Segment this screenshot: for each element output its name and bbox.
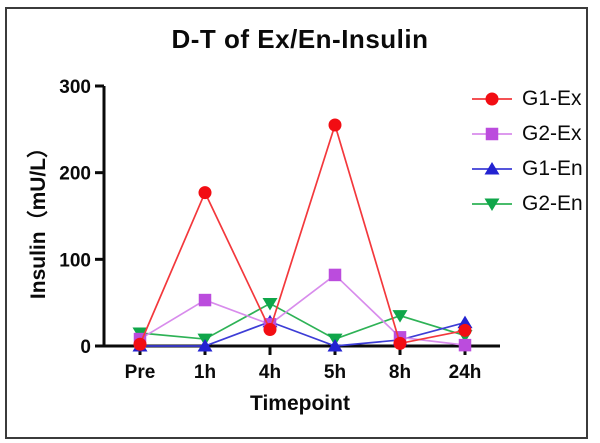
legend-item-g2-ex: G2-Ex: [470, 123, 583, 145]
series-g1-ex: [133, 118, 472, 351]
triangle-down-marker-icon: [472, 198, 512, 211]
y-tick-label: 300: [59, 77, 91, 98]
figure-border: [5, 7, 588, 439]
legend-item-g2-en: G2-En: [470, 193, 583, 215]
x-tick-label: 5h: [324, 362, 346, 383]
data-point: [262, 298, 278, 311]
series-line: [140, 320, 466, 347]
data-point: [197, 339, 213, 352]
x-tick-label: 24h: [449, 362, 482, 383]
x-tick-label: Pre: [125, 362, 156, 383]
triangle-up-marker-icon: [472, 162, 512, 175]
data-point: [392, 310, 408, 323]
x-axis-label: Timepoint: [250, 392, 350, 415]
series-line: [139, 273, 466, 346]
legend-item-g1-ex: G1-Ex: [470, 88, 583, 110]
data-point: [198, 293, 212, 307]
series-line: [139, 122, 466, 345]
data-point: [133, 337, 147, 351]
data-point: [458, 338, 472, 352]
legend: G1-Ex G2-Ex G1-En G2-En: [470, 88, 583, 215]
legend-label: G1-En: [522, 157, 583, 180]
data-point: [263, 323, 277, 337]
circle-marker-icon: [485, 92, 499, 106]
y-tick-label: 200: [59, 164, 91, 185]
series-line: [139, 302, 466, 340]
y-tick-label: 100: [59, 250, 91, 271]
square-marker-icon: [485, 127, 499, 141]
data-point: [458, 323, 472, 337]
data-point: [327, 339, 343, 352]
y-tick-label: 0: [80, 337, 91, 358]
x-tick-label: 4h: [259, 362, 281, 383]
x-tick-label: 1h: [194, 362, 216, 383]
data-point: [198, 186, 212, 200]
data-point: [457, 315, 473, 329]
x-tick-label: 8h: [389, 362, 411, 383]
triangle-down-marker-icon: [484, 198, 500, 211]
square-marker-icon: [472, 127, 512, 141]
data-point: [328, 268, 342, 282]
legend-label: G2-En: [522, 192, 583, 215]
circle-marker-icon: [472, 92, 512, 106]
legend-label: G2-Ex: [522, 122, 582, 145]
legend-label: G1-Ex: [522, 87, 582, 110]
chart-title: D-T of Ex/En-Insulin: [171, 24, 429, 54]
legend-item-g1-en: G1-En: [470, 158, 583, 180]
data-point: [393, 336, 407, 350]
triangle-up-marker-icon: [484, 162, 500, 175]
data-point: [328, 118, 342, 132]
